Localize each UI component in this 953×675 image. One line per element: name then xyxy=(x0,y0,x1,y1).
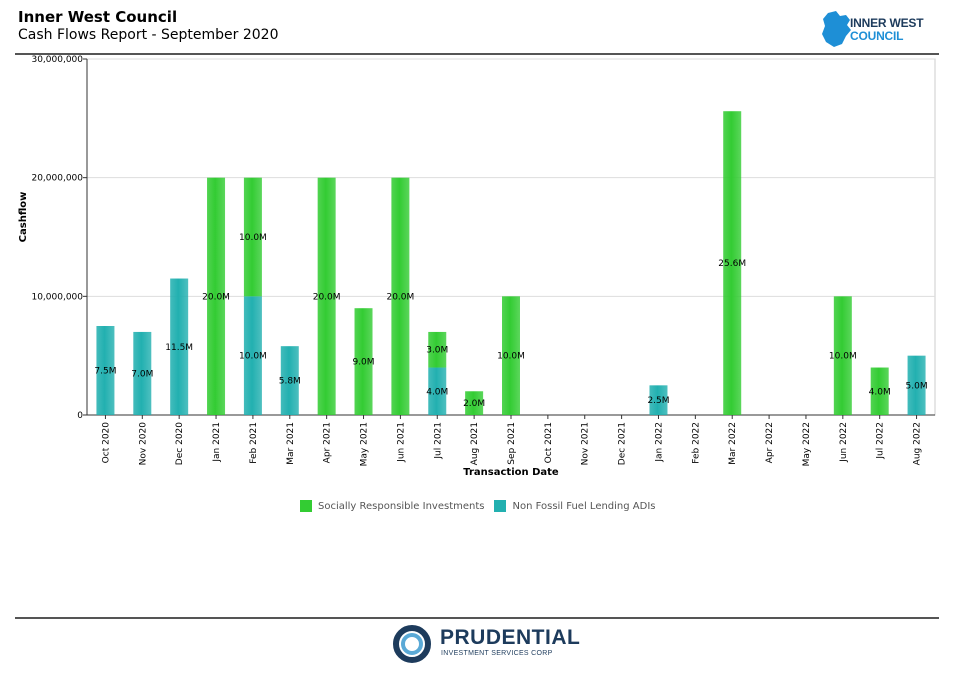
data-label: 10.0M xyxy=(239,233,267,243)
data-label: 2.0M xyxy=(463,399,485,409)
bar-non-fossil xyxy=(280,346,299,415)
bar-socially-responsible xyxy=(502,296,520,415)
x-tick-label: May 2022 xyxy=(802,422,812,466)
legend-swatch-teal xyxy=(494,500,507,512)
prudential-ring-icon xyxy=(393,625,431,663)
x-tick-label: Feb 2022 xyxy=(691,422,701,464)
data-label: 7.0M xyxy=(131,369,153,379)
bar-socially-responsible xyxy=(243,177,262,297)
legend-item-socially-responsible: Socially Responsible Investments xyxy=(300,500,484,512)
data-label: 25.6M xyxy=(718,259,746,269)
council-logo-line1: INNER WEST xyxy=(850,16,924,30)
header-divider xyxy=(15,53,939,55)
x-tick-label: Apr 2021 xyxy=(323,422,333,463)
x-tick-label: Mar 2021 xyxy=(286,422,296,465)
x-tick-label: Apr 2022 xyxy=(765,422,775,463)
bar-non-fossil xyxy=(243,296,262,415)
data-label: 20.0M xyxy=(313,292,341,302)
data-label: 11.5M xyxy=(165,343,193,353)
prudential-logo: PRUDENTIAL INVESTMENT SERVICES CORP xyxy=(390,624,580,664)
data-label: 3.0M xyxy=(426,346,448,356)
x-tick-label: May 2021 xyxy=(360,422,370,466)
x-tick-label: Oct 2020 xyxy=(101,422,111,464)
data-label: 10.0M xyxy=(239,352,267,362)
council-logo-line2: COUNCIL xyxy=(850,29,904,43)
x-tick-label: Jul 2021 xyxy=(433,422,443,460)
data-label: 5.0M xyxy=(906,381,928,391)
council-map-icon xyxy=(822,11,851,47)
x-tick-label: Jun 2021 xyxy=(396,422,406,463)
legend-label: Non Fossil Fuel Lending ADIs xyxy=(512,500,656,512)
data-label: 10.0M xyxy=(497,352,525,362)
bar-non-fossil xyxy=(170,278,189,415)
legend-swatch-green xyxy=(300,500,312,512)
x-tick-label: Nov 2020 xyxy=(138,422,148,466)
x-tick-label: Nov 2021 xyxy=(581,422,591,465)
bar-non-fossil xyxy=(907,355,926,415)
y-axis-title: Cashflow xyxy=(18,192,29,243)
prudential-sub: INVESTMENT SERVICES CORP xyxy=(441,650,553,657)
y-tick-label: 10,000,000 xyxy=(31,292,83,302)
prudential-name: PRUDENTIAL xyxy=(440,626,581,649)
x-tick-label: Jan 2021 xyxy=(212,422,222,463)
footer-divider xyxy=(15,617,939,619)
bar-non-fossil xyxy=(428,367,447,415)
data-label: 20.0M xyxy=(202,292,230,302)
bar-socially-responsible xyxy=(833,296,852,415)
bar-socially-responsible xyxy=(870,367,889,415)
y-tick-label: 20,000,000 xyxy=(31,174,83,184)
bar-non-fossil xyxy=(96,326,115,415)
x-tick-label: Sep 2021 xyxy=(507,422,517,465)
council-logo: INNER WEST COUNCIL xyxy=(820,10,940,50)
cashflow-chart: 0 10,000,000 20,000,000 30,000,000 7.5M Oct 2… xyxy=(18,55,936,478)
x-tick-label: Aug 2021 xyxy=(470,422,480,465)
x-tick-label: Jan 2022 xyxy=(654,422,664,463)
bar-non-fossil xyxy=(133,331,152,415)
data-label: 4.0M xyxy=(426,387,448,397)
bar-non-fossil xyxy=(649,385,668,415)
data-label: 10.0M xyxy=(829,352,857,362)
x-tick-label: Dec 2020 xyxy=(175,422,185,465)
data-label: 4.0M xyxy=(869,387,891,397)
y-tick-label: 0 xyxy=(77,411,83,421)
bar-socially-responsible xyxy=(391,177,410,415)
x-tick-label: Mar 2022 xyxy=(728,422,738,465)
chart-legend: Socially Responsible Investments Non Fos… xyxy=(300,500,666,512)
x-tick-label: Oct 2021 xyxy=(544,422,554,463)
bar-socially-responsible xyxy=(354,308,373,415)
legend-item-non-fossil: Non Fossil Fuel Lending ADIs xyxy=(494,500,656,512)
x-axis-title: Transaction Date xyxy=(463,467,559,478)
data-label: 2.5M xyxy=(647,396,669,406)
bar-socially-responsible xyxy=(465,391,484,415)
data-label: 5.8M xyxy=(279,377,301,387)
x-tick-label: Feb 2021 xyxy=(249,422,259,464)
x-tick-label: Jun 2022 xyxy=(839,422,849,463)
report-title: Inner West Council xyxy=(18,8,178,26)
x-tick-label: Jul 2022 xyxy=(876,422,886,460)
data-label: 20.0M xyxy=(386,292,414,302)
bar-socially-responsible xyxy=(317,177,336,415)
bar-socially-responsible xyxy=(207,177,226,415)
report-subtitle: Cash Flows Report - September 2020 xyxy=(18,27,279,43)
data-label: 9.0M xyxy=(352,358,374,368)
data-label: 7.5M xyxy=(94,367,116,377)
x-tick-label: Aug 2022 xyxy=(913,422,923,465)
x-tick-label: Dec 2021 xyxy=(618,422,628,465)
bar-socially-responsible xyxy=(428,331,447,368)
legend-label: Socially Responsible Investments xyxy=(318,500,485,512)
bar-socially-responsible xyxy=(723,111,742,416)
y-tick-label: 30,000,000 xyxy=(31,55,83,65)
